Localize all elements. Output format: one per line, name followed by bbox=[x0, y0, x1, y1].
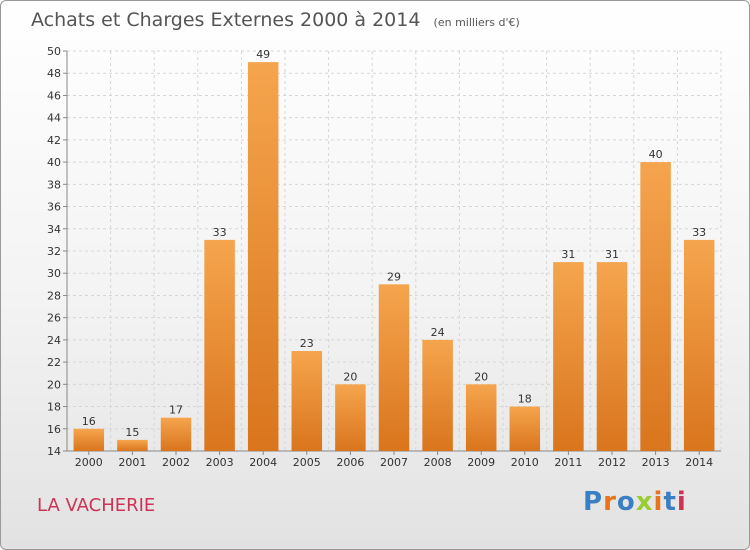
bar-2012 bbox=[596, 262, 628, 451]
bar-2004 bbox=[247, 62, 279, 451]
bar-2002 bbox=[160, 417, 192, 451]
data-label: 31 bbox=[561, 248, 575, 261]
y-tick-label: 14 bbox=[47, 445, 61, 458]
data-label: 16 bbox=[82, 415, 96, 428]
y-tick-label: 18 bbox=[47, 401, 61, 414]
data-labels: 16 15 17 33 49 23 20 29 24 20 18 31 31 40 33 bbox=[82, 48, 706, 439]
bar-2008 bbox=[422, 339, 453, 451]
y-tick-label: 16 bbox=[47, 423, 61, 436]
logo-letter: r bbox=[603, 487, 617, 517]
x-tick-label: 2011 bbox=[554, 456, 582, 469]
data-label: 20 bbox=[343, 370, 357, 383]
bar-2000 bbox=[73, 428, 105, 451]
data-label: 49 bbox=[256, 48, 270, 61]
bar-2007 bbox=[378, 284, 410, 451]
bar-2010 bbox=[509, 406, 541, 451]
chart-header: Achats et Charges Externes 2000 à 2014 (… bbox=[31, 9, 520, 31]
data-label: 23 bbox=[300, 337, 314, 350]
y-tick-label: 30 bbox=[47, 267, 61, 280]
data-label: 24 bbox=[431, 326, 445, 339]
x-tick-label: 2010 bbox=[511, 456, 539, 469]
data-label: 20 bbox=[474, 370, 488, 383]
data-label: 40 bbox=[649, 148, 663, 161]
x-tick-label: 2005 bbox=[293, 456, 321, 469]
bar-2011 bbox=[553, 262, 584, 451]
logo-letter: o bbox=[616, 487, 636, 517]
data-label: 33 bbox=[213, 226, 227, 239]
y-tick-label: 46 bbox=[47, 89, 61, 102]
bar-2005 bbox=[291, 351, 323, 451]
y-tick-label: 22 bbox=[47, 356, 61, 369]
logo-letter: x bbox=[635, 487, 654, 517]
x-tick-label: 2004 bbox=[249, 456, 277, 469]
bar-2014 bbox=[683, 239, 715, 451]
y-tick-label: 28 bbox=[47, 289, 61, 302]
data-label: 29 bbox=[387, 270, 401, 283]
bar-2009 bbox=[465, 384, 497, 451]
x-tick-label: 2008 bbox=[424, 456, 452, 469]
y-tick-label: 32 bbox=[47, 245, 61, 258]
logo-letter: i bbox=[676, 487, 687, 517]
x-tick-label: 2003 bbox=[206, 456, 234, 469]
x-tick-label: 2007 bbox=[380, 456, 408, 469]
y-tick-label: 38 bbox=[47, 178, 61, 191]
proxiti-logo: Proxiti bbox=[583, 487, 687, 517]
x-tick-label: 2006 bbox=[336, 456, 364, 469]
y-tick-label: 26 bbox=[47, 312, 61, 325]
x-tick-label: 2013 bbox=[642, 456, 670, 469]
bar-2013 bbox=[640, 162, 671, 451]
x-tick-label: 2014 bbox=[685, 456, 713, 469]
x-tick-label: 2012 bbox=[598, 456, 626, 469]
data-label: 33 bbox=[692, 226, 706, 239]
y-tick-label: 44 bbox=[47, 112, 61, 125]
y-tick-label: 36 bbox=[47, 201, 61, 214]
x-tick-label: 2002 bbox=[162, 456, 190, 469]
x-tick-label: 2009 bbox=[467, 456, 495, 469]
y-tick-label: 42 bbox=[47, 134, 61, 147]
data-label: 15 bbox=[125, 426, 139, 439]
x-tick-label: 2001 bbox=[118, 456, 146, 469]
data-label: 31 bbox=[605, 248, 619, 261]
logo-letter: t bbox=[663, 487, 677, 517]
y-tick-label: 20 bbox=[47, 378, 61, 391]
y-tick-label: 50 bbox=[47, 45, 61, 58]
axes: 14 16 18 20 22 24 26 28 30 32 34 36 38 40 42 44 46 48 50 20… bbox=[47, 45, 721, 469]
bars bbox=[73, 62, 715, 451]
chart-title: Achats et Charges Externes 2000 à 2014 bbox=[31, 9, 421, 31]
data-label: 17 bbox=[169, 404, 183, 417]
bar-2001 bbox=[117, 439, 148, 451]
logo-letter: P bbox=[583, 487, 604, 517]
chart-subtitle: (en milliers d'€) bbox=[433, 16, 520, 29]
x-tick-label: 2000 bbox=[75, 456, 103, 469]
logo-letter: i bbox=[653, 487, 664, 517]
data-label: 18 bbox=[518, 393, 532, 406]
y-tick-label: 34 bbox=[47, 223, 61, 236]
y-tick-label: 24 bbox=[47, 334, 61, 347]
bar-2003 bbox=[204, 239, 235, 451]
y-tick-label: 48 bbox=[47, 67, 61, 80]
y-tick-label: 40 bbox=[47, 156, 61, 169]
bar-2006 bbox=[335, 384, 366, 451]
place-name: LA VACHERIE bbox=[37, 495, 156, 516]
